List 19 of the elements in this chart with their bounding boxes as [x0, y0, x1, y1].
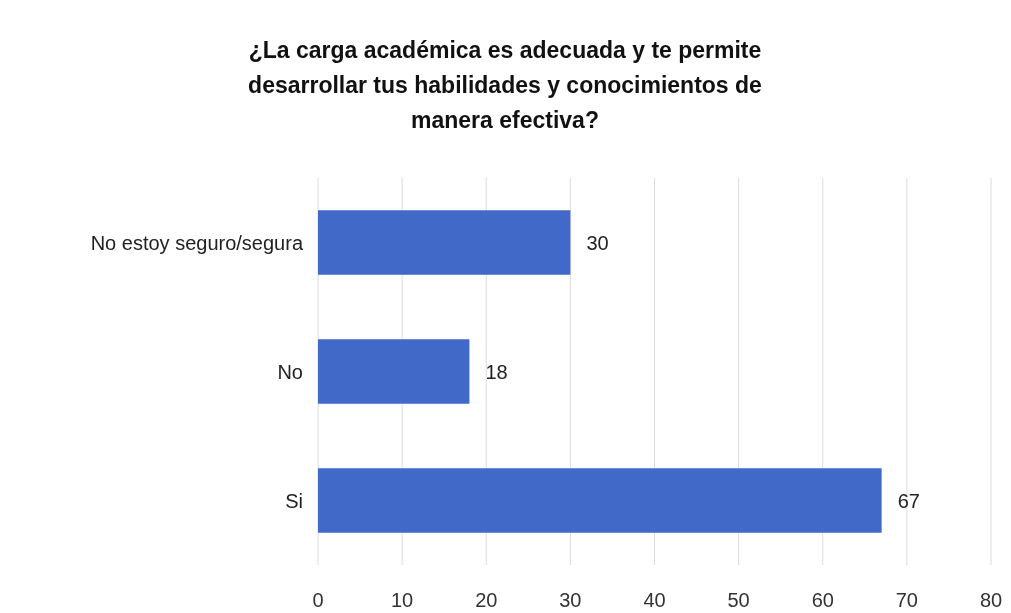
x-tick-label: 70: [895, 589, 918, 611]
y-tick-label: Si: [285, 489, 303, 512]
x-tick-label: 50: [727, 589, 750, 611]
data-label: 30: [586, 231, 609, 254]
x-tick-label: 40: [643, 589, 666, 611]
y-tick-label: No estoy seguro/segura: [90, 231, 304, 254]
x-tick-label: 30: [559, 589, 582, 611]
y-tick-label: No: [277, 360, 303, 383]
data-label: 67: [897, 489, 920, 512]
x-tick-label: 10: [391, 589, 414, 611]
bar: [318, 468, 882, 533]
x-tick-label: 60: [811, 589, 834, 611]
bar: [318, 339, 470, 404]
x-tick-label: 0: [312, 589, 324, 611]
bar: [318, 210, 571, 275]
data-label: 18: [485, 360, 508, 383]
chart-title: ¿La carga académica es adecuada y te permite desarrollar tus habilidades y conocimientos de manera efectiva?: [248, 37, 762, 133]
x-tick-label: 20: [475, 589, 498, 611]
x-tick-label: 80: [979, 589, 1003, 611]
